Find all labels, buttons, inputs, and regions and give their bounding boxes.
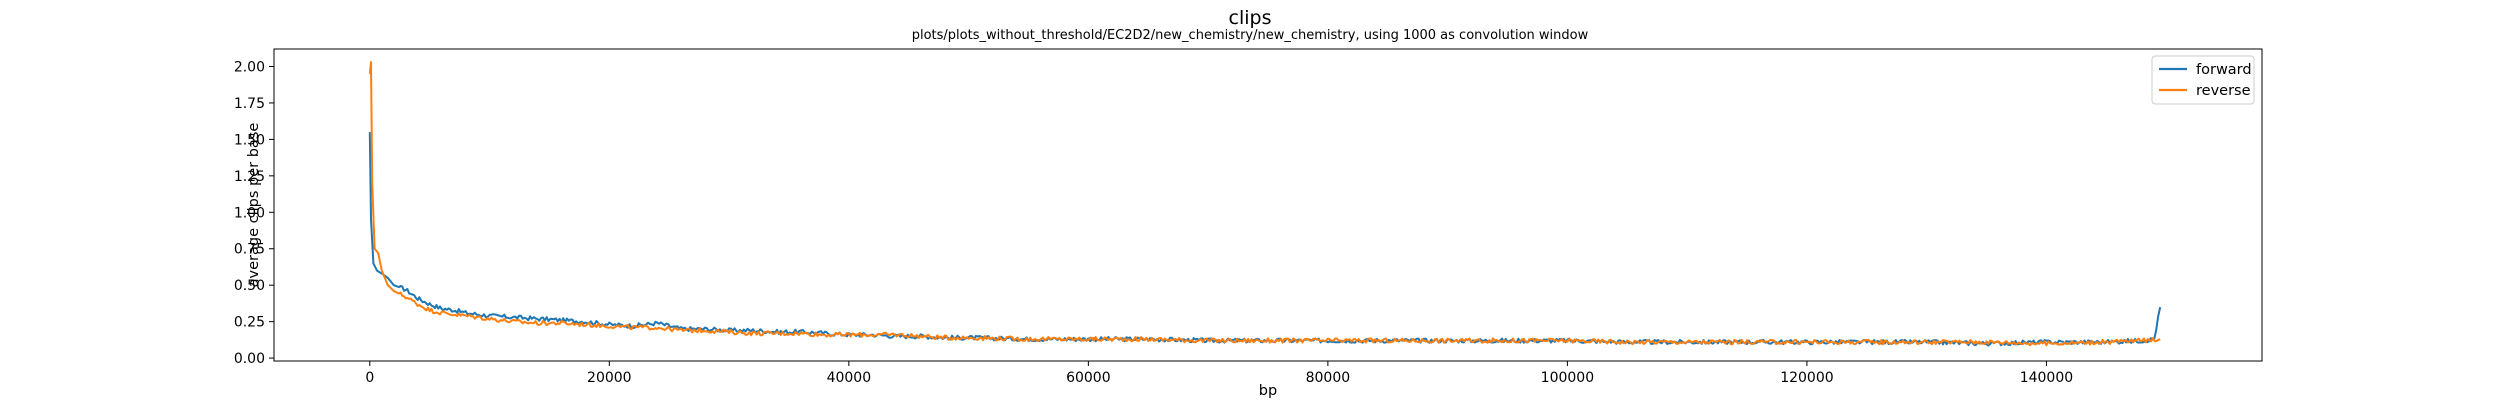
legend: forward reverse [2151, 55, 2255, 105]
chart-title: clips [1229, 7, 1272, 29]
y-axis-ticks: 0.00 0.25 0.50 0.75 1.00 1.25 1.50 1.75 2.00 [234, 59, 274, 367]
legend-label-forward: forward [2196, 62, 2252, 78]
y-tick-label: 0.50 [234, 278, 265, 294]
series-layer [368, 61, 2162, 347]
legend-label-reverse: reverse [2196, 83, 2251, 99]
x-tick-label: 0 [365, 370, 374, 386]
x-axis-ticks: 0 20000 40000 60000 80000 100000 120000 140000 [365, 361, 2073, 386]
x-tick-label: 140000 [2020, 370, 2073, 386]
y-tick-label: 0.25 [234, 315, 265, 331]
y-tick-label: 2.00 [234, 59, 265, 75]
x-tick-label: 20000 [587, 370, 632, 386]
x-tick-label: 40000 [827, 370, 872, 386]
y-tick-label: 1.00 [234, 205, 265, 221]
x-axis-label: bp [1259, 383, 1277, 399]
series-line-reverse [368, 61, 2161, 347]
y-tick-label: 1.75 [234, 96, 265, 112]
x-tick-label: 100000 [1541, 370, 1594, 386]
series-line-forward [368, 132, 2162, 347]
x-tick-label: 80000 [1306, 370, 1351, 386]
y-tick-label: 0.00 [234, 351, 265, 367]
y-tick-label: 1.25 [234, 169, 265, 185]
y-tick-label: 0.75 [234, 242, 265, 258]
chart-subtitle: plots/plots_without_threshold/EC2D2/new_… [912, 28, 1589, 43]
plot-frame [273, 48, 2263, 362]
x-tick-label: 60000 [1066, 370, 1111, 386]
y-tick-label: 1.50 [234, 132, 265, 148]
y-axis-label: average clips per base [246, 123, 262, 288]
x-tick-label: 120000 [1780, 370, 1833, 386]
